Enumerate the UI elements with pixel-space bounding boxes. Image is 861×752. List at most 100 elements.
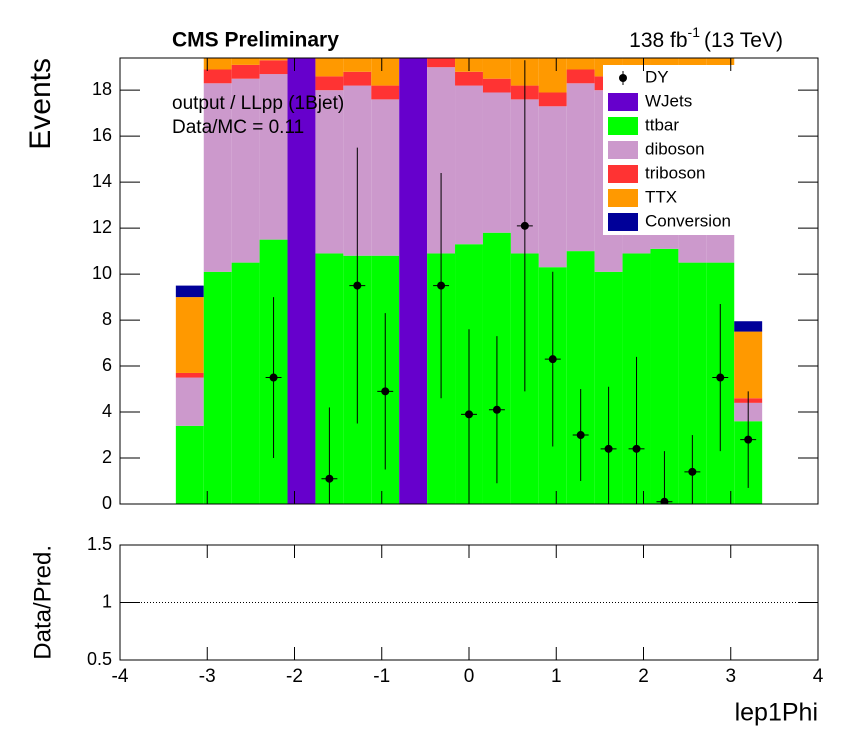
y-tick-label: 14 <box>92 171 112 191</box>
data-point <box>684 435 701 504</box>
legend-label: TTX <box>645 187 677 206</box>
bar <box>231 78 260 263</box>
legend-label: diboson <box>645 139 705 158</box>
bar <box>734 331 763 399</box>
bar <box>203 83 232 272</box>
marker <box>632 444 641 453</box>
bar <box>175 377 204 426</box>
marker <box>437 281 446 290</box>
marker <box>688 467 697 476</box>
x-tick-label: 0 <box>464 666 475 687</box>
y-tick-label: 12 <box>92 217 112 237</box>
legend-label: ttbar <box>645 115 679 134</box>
data-point <box>321 407 338 504</box>
x-tick-label: -1 <box>373 666 390 687</box>
x-tick-label: 2 <box>638 666 649 687</box>
data-point <box>600 386 617 504</box>
legend-marker <box>619 74 627 82</box>
lumi-value: 138 fb <box>629 29 687 52</box>
y-tick-label: 0 <box>102 493 112 513</box>
y-tick-label: 1 <box>102 591 112 611</box>
data-point <box>488 336 505 484</box>
data-point <box>572 389 589 482</box>
bar <box>259 74 288 240</box>
y-axis-label: Events <box>24 58 57 150</box>
marker <box>660 497 669 504</box>
bar <box>175 425 204 504</box>
marker <box>520 221 529 230</box>
bar <box>734 321 763 332</box>
y-tick-label: 18 <box>92 79 112 99</box>
marker <box>744 435 753 444</box>
bar <box>203 271 232 504</box>
bar <box>343 71 372 86</box>
legend-swatch <box>608 117 638 135</box>
legend-label: Conversion <box>645 211 731 230</box>
marker <box>716 373 725 382</box>
bar <box>538 58 567 93</box>
bar <box>455 71 483 86</box>
bar <box>399 58 428 504</box>
marker <box>381 387 390 396</box>
lumi-label: 138 fb-1 (13 TeV) <box>629 24 783 52</box>
legend-label: DY <box>645 67 669 86</box>
bar <box>315 90 344 254</box>
legend-swatch <box>608 165 638 183</box>
data-point <box>628 356 645 504</box>
x-tick-label: -4 <box>112 666 129 687</box>
bar <box>175 372 204 378</box>
y-tick-label: 16 <box>92 125 112 145</box>
data-point <box>349 147 366 424</box>
data-point <box>544 271 561 447</box>
x-tick-label: -3 <box>199 666 216 687</box>
marker <box>325 474 334 483</box>
marker <box>604 444 613 453</box>
legend-swatch <box>608 189 638 207</box>
data-point <box>461 329 477 500</box>
y-tick-label: 8 <box>102 309 112 329</box>
y-tick-label: 6 <box>102 355 112 375</box>
legend-swatch <box>608 141 638 159</box>
bar <box>203 58 232 70</box>
bar <box>455 85 483 245</box>
bar <box>231 58 260 65</box>
bar <box>203 69 232 84</box>
y-tick-label: 1.5 <box>87 534 112 554</box>
legend-swatch <box>608 93 638 111</box>
annotation: output / LLpp (1Bjet) <box>172 93 344 114</box>
bar <box>371 85 400 100</box>
y-tick-label: 0.5 <box>87 649 112 669</box>
bar <box>259 58 288 61</box>
y-tick-label: 10 <box>92 263 112 283</box>
x-tick-label: -2 <box>286 666 303 687</box>
bar <box>231 64 260 79</box>
bar <box>315 76 344 91</box>
annotation: Data/MC = 0.11 <box>172 117 304 138</box>
data-point <box>377 313 394 470</box>
data-point <box>516 60 533 392</box>
marker <box>465 410 473 419</box>
legend-label: triboson <box>645 163 705 182</box>
bar <box>482 78 511 93</box>
legend-label: WJets <box>645 91 692 110</box>
data-point <box>265 297 282 459</box>
marker <box>492 405 501 414</box>
x-tick-label: 3 <box>725 666 736 687</box>
data-point <box>740 391 757 488</box>
bar <box>175 297 204 373</box>
bar <box>315 58 344 77</box>
y-axis-label: Data/Pred. <box>29 545 56 660</box>
bar <box>175 285 204 298</box>
bar <box>343 58 372 72</box>
bar <box>482 58 511 79</box>
bar <box>427 58 456 68</box>
marker <box>548 355 557 364</box>
bar <box>259 60 288 75</box>
bar <box>566 58 595 70</box>
data-point <box>433 172 450 399</box>
y-tick-label: 2 <box>102 447 112 467</box>
data-point <box>656 451 673 504</box>
chart-title: CMS Preliminary <box>172 29 339 52</box>
bar <box>371 58 400 86</box>
x-tick-label: 4 <box>813 666 824 687</box>
